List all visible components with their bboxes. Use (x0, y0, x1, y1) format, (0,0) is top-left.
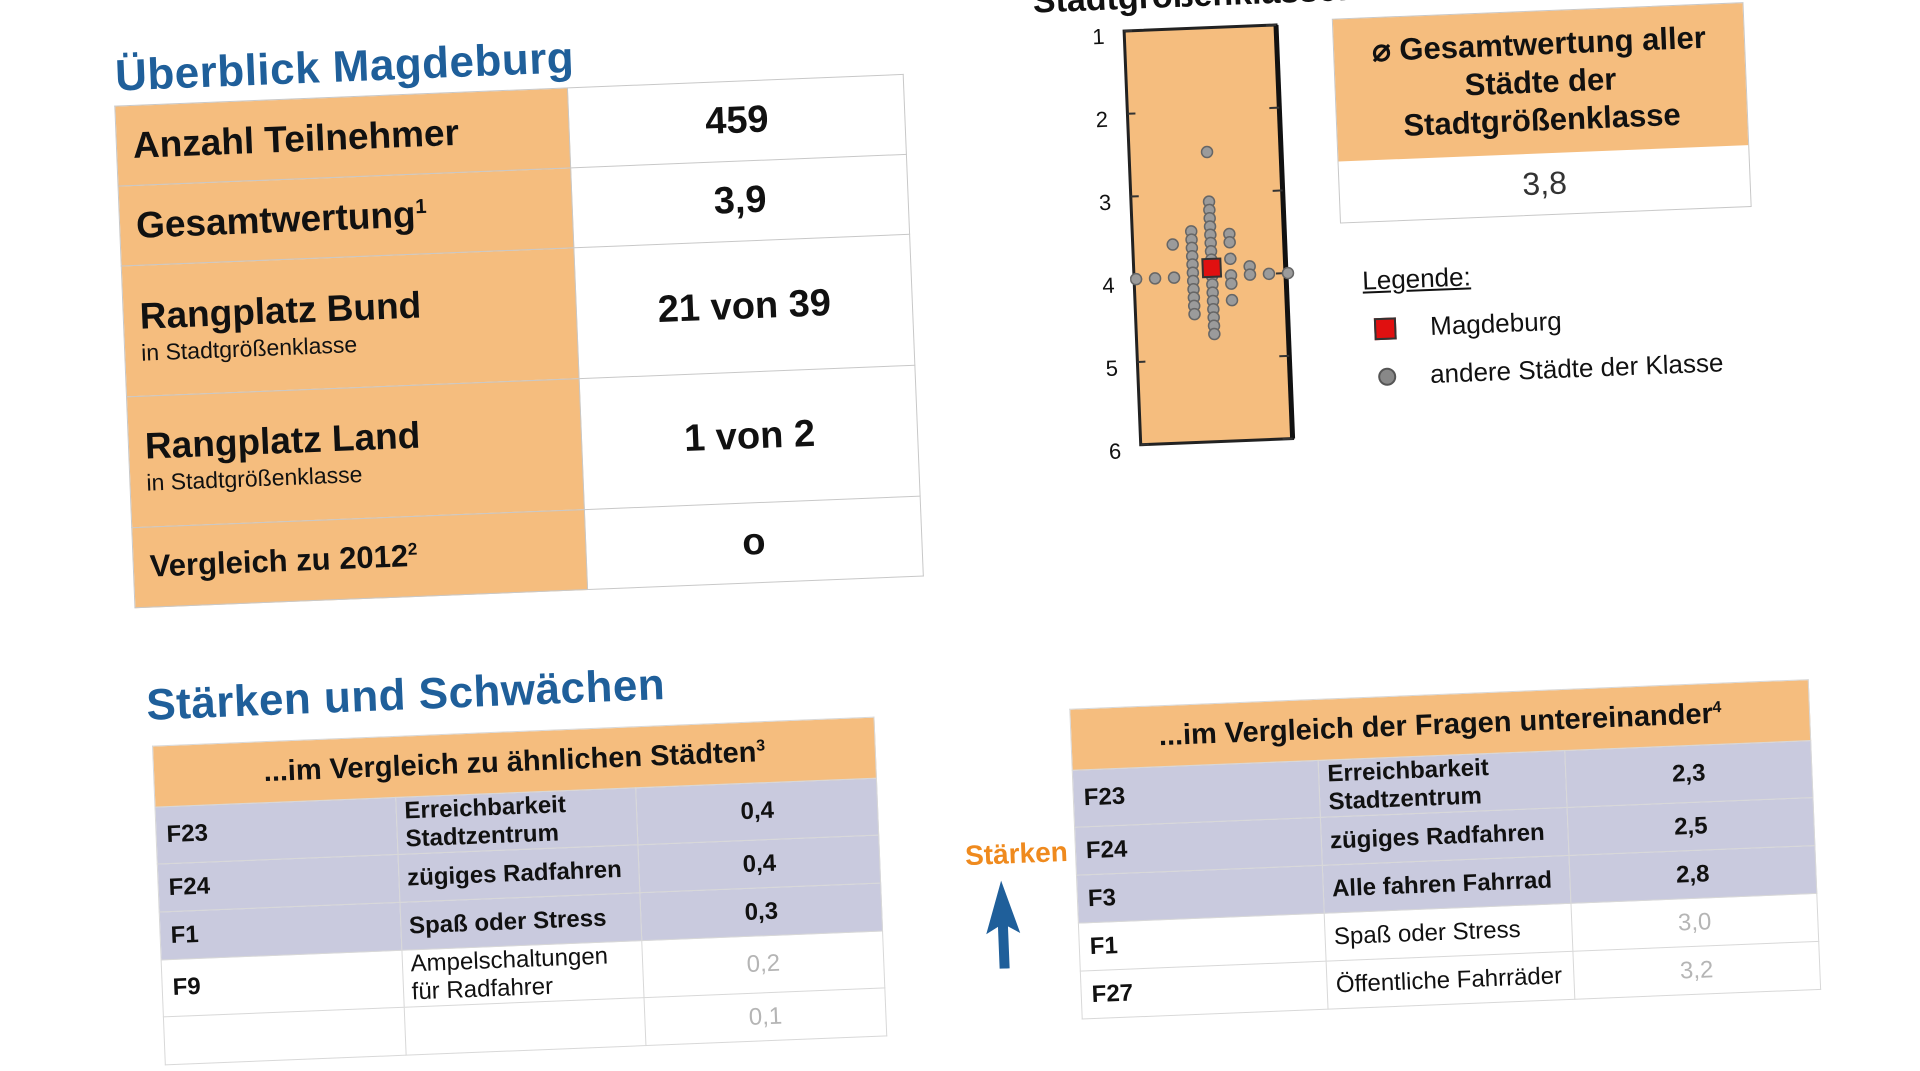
page: Überblick Magdeburg Anzahl Teilnehmer 45… (0, 0, 1920, 998)
red-square-icon (1374, 317, 1397, 340)
other-city-point (1201, 146, 1212, 157)
row-label: Erreichbarkeit Stadtzentrum (1318, 750, 1566, 817)
other-city-point (1167, 239, 1178, 250)
overview-value: 459 (567, 74, 906, 167)
row-value: 0,2 (642, 931, 885, 998)
row-value: 3,2 (1573, 941, 1821, 999)
row-label (404, 998, 646, 1056)
other-city-point (1263, 268, 1274, 279)
other-city-point (1209, 328, 1220, 339)
other-city-point (1224, 237, 1235, 248)
average-box-header: ⌀ Gesamtwertung aller Städte der Stadtgr… (1333, 3, 1748, 161)
other-city-point (1244, 269, 1255, 280)
overview-value: 1 von 2 (579, 365, 920, 509)
row-code (163, 1007, 405, 1065)
other-city-point (1226, 278, 1237, 289)
legend-label: andere Städte der Klasse (1430, 347, 1724, 390)
row-value: 0,4 (636, 778, 879, 845)
questions-comparison-table: ...im Vergleich der Fragen untereinander… (1069, 679, 1821, 1019)
legend-title: Legende: (1362, 261, 1472, 296)
row-code: F27 (1080, 961, 1328, 1019)
row-code: F23 (155, 797, 398, 864)
average-box: ⌀ Gesamtwertung aller Städte der Stadtgr… (1332, 2, 1752, 223)
other-city-point (1282, 267, 1293, 278)
legend-item-others: andere Städte der Klasse (1376, 347, 1724, 392)
row-label: Ampelschaltungen für Radfahrer (402, 941, 645, 1008)
y-tick-label: 6 (1108, 439, 1121, 465)
row-value: 2,3 (1564, 741, 1812, 808)
legend-label: Magdeburg (1430, 306, 1563, 342)
arrow-up-icon (976, 878, 1030, 970)
rating-strip-chart (1120, 16, 1307, 452)
overview-value: 21 von 39 (574, 234, 915, 378)
y-tick-label: 5 (1105, 356, 1118, 382)
strengths-arrow-label: Stärken (964, 836, 1068, 872)
overview-value: 3,9 (571, 154, 910, 247)
row-code: F9 (161, 950, 404, 1017)
other-city-point (1189, 308, 1200, 319)
row-code: F23 (1072, 760, 1320, 827)
other-city-point (1130, 273, 1141, 284)
overview-label: Vergleich zu 20122 (132, 510, 588, 608)
other-city-point (1226, 294, 1237, 305)
strengths-title: Stärken und Schwächen (145, 660, 666, 731)
overview-table: Anzahl Teilnehmer 459 Gesamtwertung1 3,9… (114, 74, 924, 608)
y-tick-label: 3 (1098, 190, 1111, 216)
magdeburg-point (1202, 258, 1221, 277)
similar-cities-table: ...im Vergleich zu ähnlichen Städten3 F2… (152, 717, 887, 1066)
y-tick-label: 4 (1102, 273, 1115, 299)
other-city-point (1149, 273, 1160, 284)
row-label: Erreichbarkeit Stadtzentrum (395, 788, 638, 855)
other-city-point (1168, 272, 1179, 283)
y-tick-label: 1 (1092, 24, 1105, 50)
overview-value: o (584, 496, 923, 589)
y-tick-label: 2 (1095, 107, 1108, 133)
row-value: 0,1 (644, 988, 886, 1046)
legend-item-city: Magdeburg (1374, 306, 1563, 345)
other-city-point (1225, 253, 1236, 264)
grey-dot-icon (1378, 367, 1397, 386)
